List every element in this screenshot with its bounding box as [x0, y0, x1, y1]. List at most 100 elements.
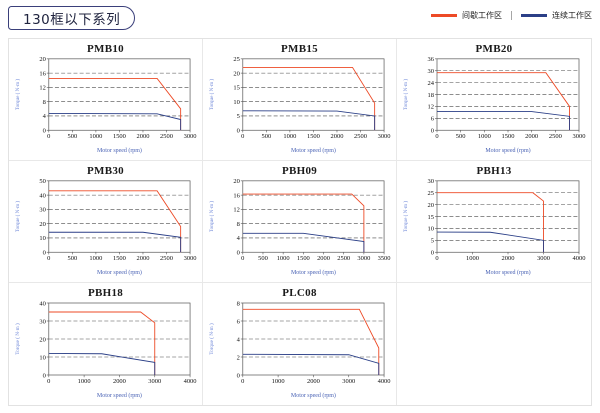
svg-text:20: 20: [233, 70, 239, 77]
y-axis-label: Torque ( N·m ): [402, 201, 409, 232]
svg-text:3500: 3500: [378, 255, 391, 262]
svg-text:2000: 2000: [113, 378, 126, 385]
svg-text:500: 500: [68, 133, 78, 140]
svg-text:20: 20: [39, 221, 45, 228]
svg-text:4000: 4000: [573, 255, 586, 262]
chart-title: PLC08: [282, 287, 317, 299]
svg-text:1000: 1000: [283, 133, 296, 140]
chart-cell-pmb20: PMB20 0 6 12 18 24 30 36 0 500 1000 1500 2000 2500 300…: [397, 39, 591, 161]
svg-text:0: 0: [43, 372, 46, 379]
y-axis-label: Torque ( N·m ): [14, 201, 21, 233]
series-line: [436, 110, 570, 131]
svg-text:18: 18: [428, 92, 434, 99]
svg-text:3000: 3000: [342, 378, 355, 385]
svg-text:2: 2: [237, 354, 240, 361]
y-axis-label: Torque ( N·m ): [14, 323, 21, 355]
series-line: [242, 232, 365, 253]
page-title: 130框以下系列: [8, 6, 136, 30]
chart-cell-pmb10: PMB10 0 4 8 12 16 20 0 500 1000 1500 2000 2500 3000 Mo…: [9, 39, 203, 161]
series-line: [242, 308, 380, 375]
svg-text:30: 30: [39, 207, 45, 214]
series-line: [48, 352, 156, 375]
svg-text:2000: 2000: [137, 255, 150, 262]
svg-text:0: 0: [431, 128, 434, 135]
svg-text:0: 0: [241, 255, 244, 262]
svg-text:8: 8: [43, 99, 46, 106]
svg-text:1000: 1000: [89, 133, 102, 140]
svg-text:2000: 2000: [307, 378, 320, 385]
y-axis-label: Torque ( N·m ): [208, 201, 215, 233]
legend-swatch-continuous: [521, 14, 547, 17]
chart-cell-pmb15: PMB15 0 5 10 15 20 25 0 500 1000 1500 2000 2500 3000 M…: [203, 39, 397, 161]
svg-text:0: 0: [237, 372, 240, 379]
chart-grid: PMB10 0 4 8 12 16 20 0 500 1000 1500 2000 2500 3000 Mo…: [8, 38, 592, 406]
svg-text:2500: 2500: [160, 255, 173, 262]
series-line: [48, 113, 182, 131]
svg-text:1000: 1000: [277, 255, 290, 262]
svg-text:1500: 1500: [297, 255, 310, 262]
svg-text:20: 20: [39, 56, 45, 63]
svg-text:20: 20: [39, 336, 45, 343]
svg-text:0: 0: [47, 378, 50, 385]
svg-text:1500: 1500: [113, 133, 126, 140]
svg-text:30: 30: [428, 178, 434, 185]
svg-text:3000: 3000: [184, 255, 197, 262]
sheet-header: 130框以下系列 间歇工作区 | 连续工作区: [0, 0, 600, 36]
legend-item-intermittent: 间歇工作区: [430, 10, 502, 21]
svg-text:6: 6: [431, 116, 435, 123]
svg-text:2000: 2000: [502, 255, 515, 262]
svg-text:40: 40: [39, 192, 45, 199]
legend: 间歇工作区 | 连续工作区: [430, 10, 592, 21]
chart-plot: 0 5 10 15 20 25 30 0 1000 2000 3000 4000 Motor speed…: [402, 178, 586, 276]
svg-text:0: 0: [47, 133, 50, 140]
legend-label-continuous: 连续工作区: [552, 11, 592, 20]
legend-item-continuous: 连续工作区: [521, 10, 592, 21]
svg-text:3000: 3000: [148, 378, 161, 385]
svg-text:12: 12: [39, 85, 45, 92]
y-axis-label: Torque ( N·m ): [402, 79, 409, 110]
svg-text:25: 25: [233, 56, 239, 63]
svg-text:2500: 2500: [354, 133, 367, 140]
svg-text:12: 12: [428, 104, 434, 111]
svg-text:2000: 2000: [525, 133, 538, 140]
series-line: [437, 192, 544, 253]
svg-text:4: 4: [237, 336, 241, 343]
chart-cell-pbh18: PBH18 0 10 20 30 40 0 1000 2000 3000 4000 Motor spe…: [9, 283, 203, 405]
svg-text:20: 20: [428, 202, 434, 209]
svg-text:0: 0: [237, 128, 240, 135]
x-axis-label: Motor speed (rpm): [291, 147, 336, 154]
svg-text:40: 40: [39, 300, 45, 307]
chart-cell-pbh09: PBH09 0 4 8 12 16 20 0 500 1000 1500 2000 2500 3000 35…: [203, 161, 397, 283]
svg-text:10: 10: [233, 99, 239, 106]
svg-text:0: 0: [435, 133, 438, 140]
svg-text:15: 15: [233, 85, 239, 92]
chart-plot: 0 4 8 12 16 20 0 500 1000 1500 2000 2500 3000 3500 Mot…: [208, 178, 391, 276]
svg-text:500: 500: [68, 255, 78, 262]
svg-text:2500: 2500: [160, 133, 173, 140]
svg-text:16: 16: [233, 192, 240, 199]
svg-text:5: 5: [237, 113, 240, 120]
svg-text:0: 0: [435, 255, 438, 262]
chart-title: PMB10: [87, 43, 124, 55]
svg-text:3000: 3000: [573, 133, 586, 140]
svg-text:0: 0: [241, 133, 244, 140]
chart-cell-pbh13: PBH13 0 5 10 15 20 25 30 0 1000 2000 3000 4000 Motor …: [397, 161, 591, 283]
chart-plot: 0 2 4 6 8 0 1000 2000 3000 4000 Motor speed (rpm) T…: [208, 300, 391, 399]
svg-text:0: 0: [47, 255, 50, 262]
chart-plot: 0 6 12 18 24 30 36 0 500 1000 1500 2000 2500 3000 Moto…: [402, 56, 586, 154]
svg-text:1000: 1000: [478, 133, 491, 140]
svg-text:2000: 2000: [317, 255, 330, 262]
x-axis-label: Motor speed (rpm): [485, 269, 530, 276]
svg-text:3000: 3000: [184, 133, 197, 140]
svg-text:3000: 3000: [378, 133, 391, 140]
svg-text:30: 30: [39, 318, 45, 325]
series-line: [242, 193, 365, 253]
svg-text:20: 20: [233, 178, 239, 185]
svg-text:1000: 1000: [466, 255, 479, 262]
svg-text:4000: 4000: [378, 378, 391, 385]
svg-text:10: 10: [428, 226, 434, 233]
svg-text:500: 500: [262, 133, 272, 140]
svg-text:4: 4: [237, 235, 241, 242]
y-axis-label: Torque ( N·m ): [208, 79, 215, 111]
chart-title: PMB30: [87, 165, 124, 177]
